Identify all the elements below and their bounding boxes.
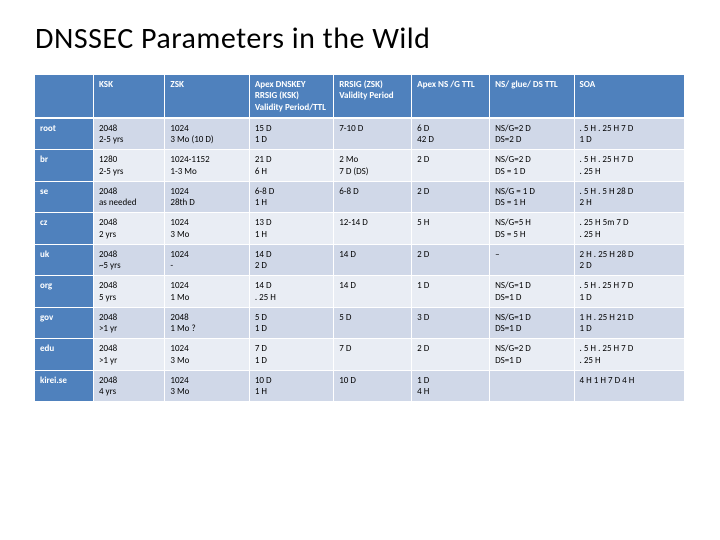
cell: 6-8 D1 H xyxy=(249,181,333,213)
cell xyxy=(490,370,574,402)
table-row: gov2048>1 yr20481 Mo ?5 D1 D5 D3 DNS/G=1… xyxy=(35,307,685,339)
col-header: Apex DNSKEY RRSIG (KSK) Validity Period/… xyxy=(249,75,333,118)
cell: 10243 Mo (10 D) xyxy=(165,118,249,150)
cell: 20485 yrs xyxy=(93,276,164,308)
cell: 20484 yrs xyxy=(93,370,164,402)
cell: 13 D1 H xyxy=(249,213,333,245)
cell: 10243 Mo xyxy=(165,213,249,245)
col-header: ZSK xyxy=(165,75,249,118)
cell: 7 D1 D xyxy=(249,339,333,371)
cell: . 5 H . 25 H 7 D. 25 H xyxy=(574,339,684,371)
cell: NS/G=2 DDS=2 D xyxy=(490,118,574,150)
cell: 14 D xyxy=(334,276,412,308)
cell: 102428th D xyxy=(165,181,249,213)
row-label: org xyxy=(35,276,93,308)
cell: 21 D6 H xyxy=(249,150,333,182)
row-label: root xyxy=(35,118,93,150)
cell: NS/G = 1 DDS = 1 H xyxy=(490,181,574,213)
cell: NS/G=5 HDS = 5 H xyxy=(490,213,574,245)
table-row: br12802-5 yrs1024-11521-3 Mo21 D6 H2 Mo7… xyxy=(35,150,685,182)
table-row: se2048as needed102428th D6-8 D1 H6-8 D2 … xyxy=(35,181,685,213)
cell: 2 D xyxy=(412,150,490,182)
cell: 10241 Mo xyxy=(165,276,249,308)
cell: 3 D xyxy=(412,307,490,339)
header-row: KSKZSKApex DNSKEY RRSIG (KSK) Validity P… xyxy=(35,75,685,118)
table-body: root20482-5 yrs10243 Mo (10 D)15 D1 D7-1… xyxy=(35,118,685,402)
cell: 2048~5 yrs xyxy=(93,244,164,276)
cell: 1 D4 H xyxy=(412,370,490,402)
cell: NS/G=2 DDS=1 D xyxy=(490,339,574,371)
row-label: cz xyxy=(35,213,93,245)
cell: 10243 Mo xyxy=(165,370,249,402)
table-row: uk2048~5 yrs1024-14 D2 D14 D2 D–2 H . 25… xyxy=(35,244,685,276)
cell: 12-14 D xyxy=(334,213,412,245)
col-header xyxy=(35,75,93,118)
row-label: gov xyxy=(35,307,93,339)
cell: NS/G=1 DDS=1 D xyxy=(490,307,574,339)
cell: . 25 H 5m 7 D. 25 H xyxy=(574,213,684,245)
cell: 15 D1 D xyxy=(249,118,333,150)
table-row: org20485 yrs10241 Mo14 D. 25 H14 D1 DNS/… xyxy=(35,276,685,308)
cell: 2 D xyxy=(412,339,490,371)
row-label: kirei.se xyxy=(35,370,93,402)
cell: . 5 H . 5 H 28 D2 H xyxy=(574,181,684,213)
cell: 2 D xyxy=(412,181,490,213)
cell: . 5 H . 25 H 7 D1 D xyxy=(574,276,684,308)
cell: 10 D1 H xyxy=(249,370,333,402)
cell: 5 H xyxy=(412,213,490,245)
cell: . 5 H . 25 H 7 D1 D xyxy=(574,118,684,150)
cell: 1024-11521-3 Mo xyxy=(165,150,249,182)
table-row: edu2048>1 yr10243 Mo7 D1 D7 D2 DNS/G=2 D… xyxy=(35,339,685,371)
cell: 10243 Mo xyxy=(165,339,249,371)
cell: 6-8 D xyxy=(334,181,412,213)
cell: 7-10 D xyxy=(334,118,412,150)
cell: 20482-5 yrs xyxy=(93,118,164,150)
col-header: RRSIG (ZSK) Validity Period xyxy=(334,75,412,118)
cell: NS/G=2 DDS = 1 D xyxy=(490,150,574,182)
cell: 2048>1 yr xyxy=(93,339,164,371)
cell: 5 D1 D xyxy=(249,307,333,339)
col-header: SOA xyxy=(574,75,684,118)
cell: 1024- xyxy=(165,244,249,276)
cell: 20481 Mo ? xyxy=(165,307,249,339)
cell: 7 D xyxy=(334,339,412,371)
cell: NS/G=1 DDS=1 D xyxy=(490,276,574,308)
cell: 6 D42 D xyxy=(412,118,490,150)
cell: 14 D2 D xyxy=(249,244,333,276)
cell: 1 D xyxy=(412,276,490,308)
row-label: uk xyxy=(35,244,93,276)
cell: 20482 yrs xyxy=(93,213,164,245)
col-header: NS/ glue/ DS TTL xyxy=(490,75,574,118)
col-header: Apex NS /G TTL xyxy=(412,75,490,118)
row-label: br xyxy=(35,150,93,182)
cell: – xyxy=(490,244,574,276)
cell: 2 Mo7 D (DS) xyxy=(334,150,412,182)
row-label: se xyxy=(35,181,93,213)
cell: 10 D xyxy=(334,370,412,402)
cell: 12802-5 yrs xyxy=(93,150,164,182)
col-header: KSK xyxy=(93,75,164,118)
row-label: edu xyxy=(35,339,93,371)
table-row: root20482-5 yrs10243 Mo (10 D)15 D1 D7-1… xyxy=(35,118,685,150)
table-row: kirei.se20484 yrs10243 Mo10 D1 H10 D1 D4… xyxy=(35,370,685,402)
cell: 2048as needed xyxy=(93,181,164,213)
cell: 2 H . 25 H 28 D2 D xyxy=(574,244,684,276)
page-title: DNSSEC Parameters in the Wild xyxy=(35,20,685,57)
cell: 14 D xyxy=(334,244,412,276)
dnssec-table: KSKZSKApex DNSKEY RRSIG (KSK) Validity P… xyxy=(35,75,685,402)
cell: 5 D xyxy=(334,307,412,339)
cell: . 5 H . 25 H 7 D. 25 H xyxy=(574,150,684,182)
cell: 4 H 1 H 7 D 4 H xyxy=(574,370,684,402)
cell: 2 D xyxy=(412,244,490,276)
cell: 1 H . 25 H 21 D1 D xyxy=(574,307,684,339)
table-row: cz20482 yrs10243 Mo13 D1 H12-14 D5 HNS/G… xyxy=(35,213,685,245)
cell: 14 D. 25 H xyxy=(249,276,333,308)
cell: 2048>1 yr xyxy=(93,307,164,339)
